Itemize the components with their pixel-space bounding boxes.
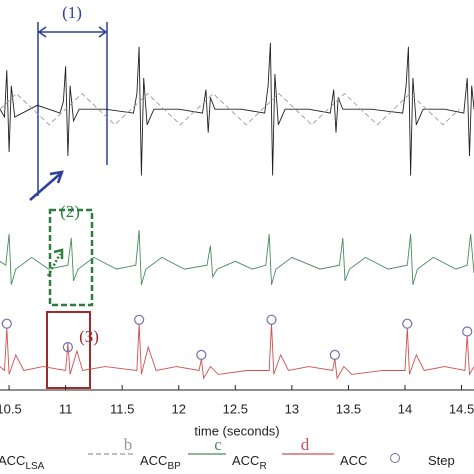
legend-label: ACCLSA (0, 453, 45, 471)
x-tick-label: 10.5 (0, 401, 22, 416)
step-marker (62, 342, 73, 353)
legend-label: ACCBP (140, 453, 181, 471)
annotation-label: (1) (62, 3, 82, 22)
step-marker (402, 318, 413, 329)
signal-line (0, 92, 460, 126)
x-tick-label: 13 (285, 401, 299, 416)
step-marker (329, 349, 340, 360)
x-tick-label: 12.5 (223, 401, 248, 416)
x-tick-label: 14 (398, 401, 412, 416)
annotation-label: (2) (60, 202, 80, 221)
x-tick-label: 13.5 (336, 401, 361, 416)
x-tick-label: 11.5 (110, 401, 134, 416)
signal-line (0, 323, 474, 380)
annotation-1 (29, 22, 108, 201)
x-tick-label: 11 (59, 401, 73, 416)
annotation-2 (46, 208, 94, 307)
step-marker (1, 318, 12, 329)
legend-label: ACCR (232, 453, 267, 471)
step-marker (134, 314, 145, 325)
step-marker (196, 349, 207, 360)
signal-line (0, 42, 474, 176)
annotation-3 (46, 311, 91, 389)
step-marker (266, 314, 277, 325)
legend-letter: c (214, 435, 222, 454)
legend-letter: b (124, 435, 133, 454)
x-tick-label: 12 (172, 401, 186, 416)
signal-line (0, 230, 474, 285)
x-axis-label: time (seconds) (194, 423, 279, 438)
legend-label: ACC (340, 453, 367, 468)
legend-swatch (390, 453, 400, 463)
x-tick-label: 14.5 (449, 401, 474, 416)
annotation-label: (3) (79, 327, 99, 346)
legend-letter: d (301, 435, 310, 454)
legend-label: Step (428, 453, 455, 468)
step-marker (462, 326, 473, 337)
